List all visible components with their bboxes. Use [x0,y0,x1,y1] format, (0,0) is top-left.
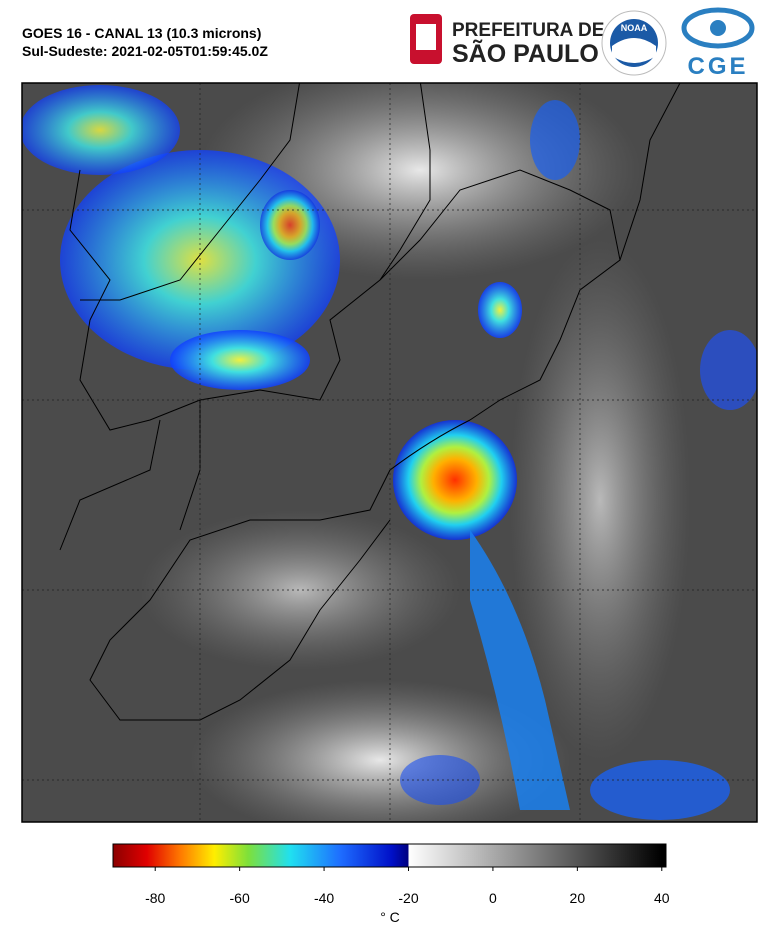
colorbar-scale [112,843,667,868]
logo-cge: CGE [681,7,755,80]
title: GOES 16 - CANAL 13 (10.3 microns) [22,25,261,41]
logo-text: CGE [687,53,748,80]
colorbar: -80 -60 -40 -20 0 20 40 [112,843,670,906]
logo-noaa: NOAA [601,10,667,76]
tick-label: -60 [230,890,250,906]
logo-text: PREFEITURA DE [452,20,604,41]
subtitle: Sul-Sudeste: 2021-02-05T01:59:45.0Z [22,43,268,59]
colorbar-label: ° C [380,909,400,925]
tick-label: 0 [489,890,497,906]
graticule [22,83,757,822]
logo-city: PREFEITURA DE SÃO PAULO [410,14,604,68]
tick-label: 20 [570,890,586,906]
tick-label: 40 [654,890,670,906]
logo-text: NOAA [621,23,648,33]
logo-text: SÃO PAULO [452,38,599,68]
tick-label: -40 [314,890,334,906]
tick-label: -20 [398,890,418,906]
satellite-image [22,83,757,822]
map-frame [21,82,758,823]
tick-label: -80 [145,890,165,906]
borders [59,83,681,721]
